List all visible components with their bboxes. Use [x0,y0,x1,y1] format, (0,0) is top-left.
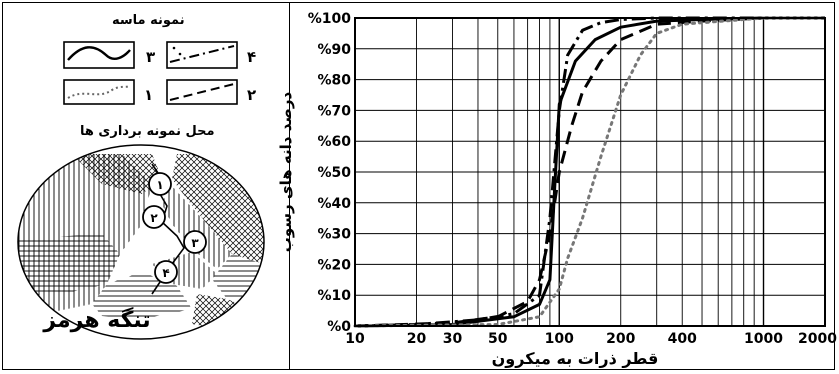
map-point-4-label: ۴ [162,266,169,280]
left-panel: نمونه ماسه ۳ ۴ ۱ ۲ محل نمونه برداری ها [2,2,290,370]
y-tick-label: %100 [308,11,352,27]
y-axis-title: درصد دانه های رسوب [277,92,295,253]
series-line-dotted [353,16,827,328]
map-point-1-label: ۱ [156,178,163,192]
legend-item-1: ۱ [63,79,153,105]
map-point-2: ۲ [142,205,166,229]
legend-num-4: ۴ [247,48,256,66]
legend-num-1: ۱ [144,86,153,104]
plot-area [354,17,826,327]
y-tick-label: %70 [317,103,351,119]
series-line-solid [354,16,825,328]
y-tick-label: %0 [327,319,351,335]
chart-grid [354,17,826,327]
x-tick-label: 20 [407,331,427,347]
x-tick-label: 100 [545,331,574,347]
x-tick-label: 50 [488,331,508,347]
legend-title: نمونه ماسه [112,13,185,28]
legend-num-2: ۲ [247,86,256,104]
map-point-3-label: ۳ [191,236,199,250]
series-line-dashed [354,16,825,328]
y-tick-label: %40 [317,196,351,212]
y-tick-label: %90 [317,42,351,58]
y-tick-label: %20 [317,257,351,273]
map-point-1: ۱ [148,172,172,196]
x-tick-label: 30 [443,331,463,347]
x-tick-label: 2000 [798,331,837,347]
map-outline [17,144,265,340]
legend-item-3: ۳ [63,41,155,69]
x-tick-label: 10 [345,331,365,347]
x-axis-title: قطر ذرات به میکرون [492,349,659,368]
chart-series [353,16,827,328]
sampling-map: ۱ ۲ ۳ ۴ تنگه هرمز [17,144,265,340]
y-tick-label: %60 [317,134,351,150]
legend-boxes: ۳ ۴ ۱ ۲ [63,41,256,105]
map-point-2-label: ۲ [150,211,158,225]
y-tick-label: %30 [317,227,351,243]
map-place-label: تنگه هرمز [42,306,150,333]
x-tick-label: 400 [668,331,697,347]
y-tick-label: %50 [317,165,351,181]
y-tick-label: %80 [317,73,351,89]
figure-frame [2,2,835,370]
legend-item-2: ۲ [166,79,256,105]
legend-num-3: ۳ [146,48,155,66]
y-tick-label: %10 [317,288,351,304]
legend-item-4: ۴ [166,41,256,69]
chart-ticks: %0 %10 %20 %30 %40 %50 %60 %70 %80 %90 %100 10 20 30 5… [308,11,838,347]
map-title: محل نمونه برداری ها [80,124,215,139]
x-tick-label: 1000 [744,331,783,347]
x-tick-label: 200 [606,331,635,347]
map-point-4: ۴ [154,260,178,284]
map-point-3: ۳ [183,230,207,254]
